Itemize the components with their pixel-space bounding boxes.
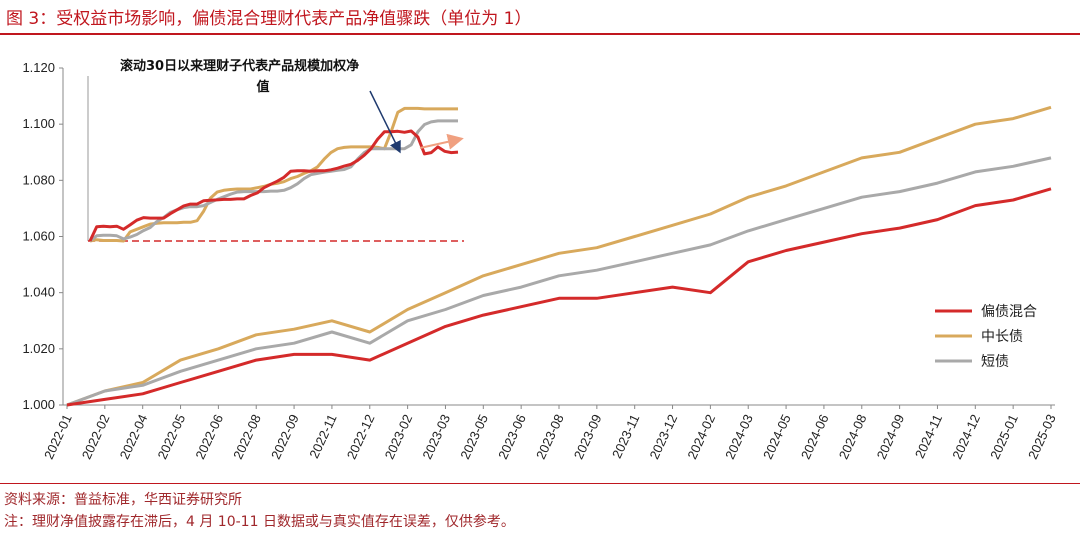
series-line (66, 156, 1052, 407)
x-tick-label: 2022-06 (192, 412, 226, 462)
x-tick-label: 2022-11 (306, 412, 339, 461)
x-tick-label: 2022-02 (79, 412, 113, 462)
inset-background (88, 76, 464, 246)
x-tick-label: 2023-05 (457, 412, 491, 462)
legend-label: 短债 (981, 354, 1009, 370)
x-tick-label: 2023-11 (609, 412, 642, 461)
x-tick-label: 2024-03 (722, 412, 756, 462)
legend-label: 中长债 (981, 329, 1023, 345)
x-tick-label: 2022-08 (230, 412, 264, 462)
note-text: 注：理财净值披露存在滞后，4 月 10-11 日数据或与真实值存在误差，仅供参考… (4, 514, 515, 530)
x-tick-label: 2023-06 (495, 412, 529, 462)
x-tick-label: 2022-09 (268, 412, 302, 462)
series-layer (66, 105, 1052, 407)
x-tick-label: 2023-02 (382, 412, 416, 462)
down-arrow (369, 90, 401, 154)
y-tick-label: 1.000 (22, 397, 55, 412)
x-axis: 2022-01 2022-02 2022-04 2022-05 2022-06 2022-… (41, 404, 1059, 462)
source-text: 资料来源：普益标准，华西证券研究所 (4, 492, 242, 508)
inset-title-line2: 值 (256, 79, 269, 95)
x-tick-label: 2023-09 (571, 412, 605, 462)
y-axis: 1.000 1.020 1.040 1.060 1.080 1.100 1.120 (22, 60, 64, 412)
x-tick-label: 2024-08 (836, 412, 870, 462)
x-tick-label: 2024-12 (949, 412, 983, 462)
y-tick-label: 1.080 (22, 172, 55, 187)
x-tick-label: 2022-01 (41, 412, 75, 462)
y-tick-label: 1.060 (22, 229, 55, 244)
series-line (66, 105, 1052, 407)
x-tick-label: 2023-08 (533, 412, 567, 462)
x-tick-label: 2024-06 (798, 412, 832, 462)
y-tick-label: 1.100 (22, 116, 55, 131)
inset-chart: 滚动30日以来理财子代表产品规模加权净 值 (87, 58, 464, 246)
x-tick-label: 2025-03 (1025, 412, 1059, 462)
x-tick-label: 2024-11 (912, 412, 945, 461)
up-arrow (419, 133, 464, 150)
main-chart: 1.000 1.020 1.040 1.060 1.080 1.100 1.120 2022… (22, 58, 1059, 462)
x-tick-label: 2022-04 (117, 412, 151, 462)
x-tick-label: 2023-03 (419, 412, 453, 462)
inset-title-line1: 滚动30日以来理财子代表产品规模加权净 (120, 58, 359, 74)
inset-series-line (88, 129, 459, 242)
x-tick-label: 2022-05 (154, 412, 188, 462)
series-line (66, 187, 1052, 407)
inset-arrows (369, 90, 464, 154)
figure-title: 图 3：受权益市场影响，偏债混合理财代表产品净值骤跌（单位为 1） (6, 9, 532, 29)
title-divider (0, 33, 1080, 35)
x-tick-label: 2022-12 (344, 412, 378, 462)
x-tick-label: 2024-09 (874, 412, 908, 462)
legend-label: 偏债混合 (981, 304, 1037, 320)
x-tick-label: 2024-05 (760, 412, 794, 462)
x-tick-label: 2023-12 (646, 412, 680, 462)
x-tick-label: 2024-02 (684, 412, 718, 462)
x-tick-label: 2025-01 (987, 412, 1021, 462)
y-tick-label: 1.040 (22, 285, 55, 300)
footer-divider (0, 483, 1080, 484)
y-tick-label: 1.120 (22, 60, 55, 75)
y-tick-label: 1.020 (22, 341, 55, 356)
